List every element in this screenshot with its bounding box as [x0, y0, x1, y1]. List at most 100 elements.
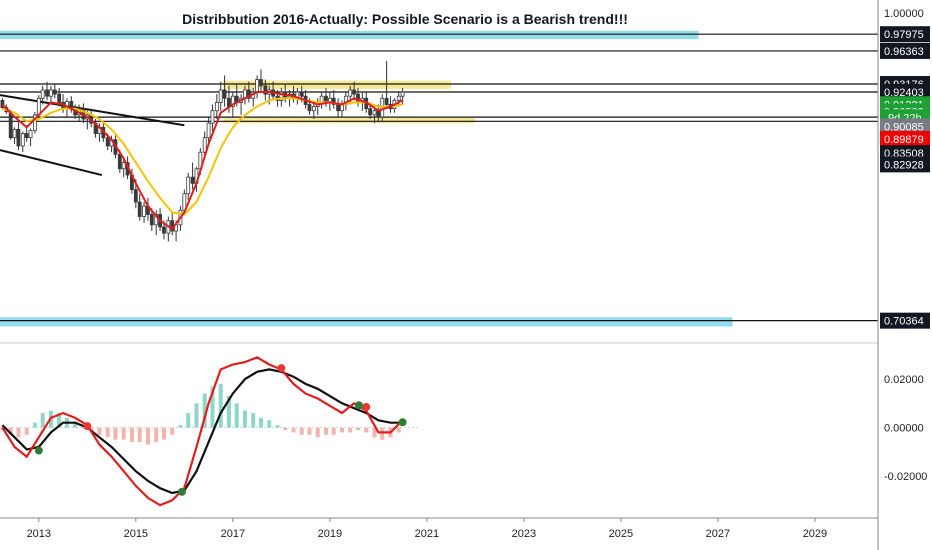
macd-histogram-bar: [234, 403, 239, 428]
macd-histogram-bar: [283, 427, 288, 430]
candle-body: [384, 97, 389, 105]
candle-body: [230, 95, 235, 107]
price-label: 0.96363: [884, 46, 924, 58]
candle-body: [222, 89, 227, 99]
trendline: [0, 149, 103, 177]
candle-body: [28, 130, 33, 139]
macd-histogram-bar: [372, 427, 377, 438]
macd-signal-line: [1, 368, 403, 495]
candle-body: [368, 108, 373, 116]
candle-body: [331, 97, 336, 105]
trendline: [0, 94, 185, 127]
time-tick-label: 2013: [27, 528, 51, 540]
macd-cross-marker: [83, 422, 92, 431]
macd-histogram-bar: [170, 427, 175, 435]
candle-body: [348, 89, 353, 97]
candle-body: [307, 104, 312, 112]
macd-line: [1, 356, 404, 507]
macd-histogram-bar: [299, 427, 304, 435]
candle-body: [121, 162, 126, 170]
macd-pane[interactable]: [0, 356, 420, 507]
candle-body: [311, 106, 316, 112]
macd-histogram-bar: [186, 413, 191, 428]
macd-histogram-bar: [194, 403, 199, 428]
candle-body: [105, 137, 110, 147]
macd-histogram-bar: [40, 413, 45, 428]
macd-histogram-bar: [161, 427, 166, 440]
macd-tick-label: 0.00000: [884, 423, 924, 435]
macd-histogram-bar: [380, 427, 385, 440]
macd-histogram-bar: [226, 396, 231, 428]
macd-tick-label: 0.02000: [884, 374, 924, 386]
macd-histogram-bar: [137, 427, 142, 443]
macd-histogram-bar: [396, 427, 401, 433]
macd-histogram-bar: [81, 427, 86, 429]
candle-body: [210, 110, 215, 124]
macd-histogram-bar: [73, 422, 78, 428]
candle-body: [372, 110, 377, 116]
macd-histogram-bar: [218, 383, 223, 428]
candle-body: [396, 95, 401, 101]
candle-body: [206, 122, 211, 139]
macd-histogram-bar: [57, 413, 62, 428]
price-axis[interactable]: 1.000000.979750.963630.931760.924030.912…: [880, 8, 930, 329]
candle-body: [352, 89, 357, 95]
macd-histogram-bar: [129, 427, 134, 443]
price-label-box: [880, 42, 930, 59]
macd-histogram-bar: [307, 427, 312, 435]
time-axis[interactable]: 2013 2015 2017 2019 2021 2023 2025 2027 2029: [27, 518, 828, 540]
time-tick-label: 2027: [706, 528, 730, 540]
candle-body: [33, 114, 37, 131]
candle-body: [255, 79, 259, 93]
candle-body: [24, 133, 29, 139]
macd-histogram-bar: [348, 427, 353, 433]
macd-cross-marker: [354, 401, 363, 410]
time-tick-label: 2023: [512, 528, 536, 540]
macd-tick-label: -0.02000: [884, 471, 927, 483]
macd-histogram-bar: [291, 427, 296, 433]
candle-body: [400, 91, 405, 97]
candle-body: [12, 128, 17, 139]
candle-body: [20, 133, 25, 147]
macd-histogram-bar: [339, 427, 344, 433]
macd-cross-marker: [177, 487, 186, 496]
macd-histogram-bar: [331, 427, 336, 435]
macd-cross-marker: [398, 418, 407, 427]
macd-histogram-bar: [24, 427, 29, 435]
price-pane[interactable]: [0, 30, 878, 327]
zone-band: [0, 317, 733, 327]
time-tick-label: 2015: [124, 528, 148, 540]
candle-body: [0, 99, 5, 109]
price-label: 0.70364: [884, 316, 924, 328]
candle-body: [142, 205, 146, 217]
macd-histogram-bar: [16, 427, 21, 438]
candle-body: [202, 137, 207, 153]
macd-cross-marker: [362, 402, 371, 411]
macd-histogram-bar: [121, 427, 126, 440]
macd-cross-marker: [277, 364, 286, 373]
price-label: 0.89879: [884, 134, 924, 146]
candle-body: [40, 89, 45, 99]
price-label: 1.00000: [884, 8, 924, 20]
zone-band: [0, 30, 699, 40]
macd-histogram-bar: [258, 417, 263, 428]
candle-body: [137, 201, 142, 217]
candle-body: [214, 102, 219, 112]
macd-axis: 0.02000 0.00000 -0.02000: [884, 374, 927, 483]
time-tick-label: 2025: [609, 528, 633, 540]
candle-body: [133, 189, 138, 203]
candle-body: [336, 104, 341, 112]
price-label: 0.92403: [884, 87, 924, 99]
time-tick-label: 2021: [415, 528, 439, 540]
macd-histogram-bar: [105, 427, 110, 438]
price-label-box: [880, 130, 930, 147]
macd-histogram-bar: [97, 427, 102, 435]
macd-histogram-bar: [323, 427, 328, 435]
candle-body: [263, 85, 268, 95]
macd-cross-marker: [34, 446, 43, 455]
time-tick-label: 2029: [803, 528, 827, 540]
price-label-box: [880, 118, 930, 135]
candle-body: [218, 89, 223, 103]
